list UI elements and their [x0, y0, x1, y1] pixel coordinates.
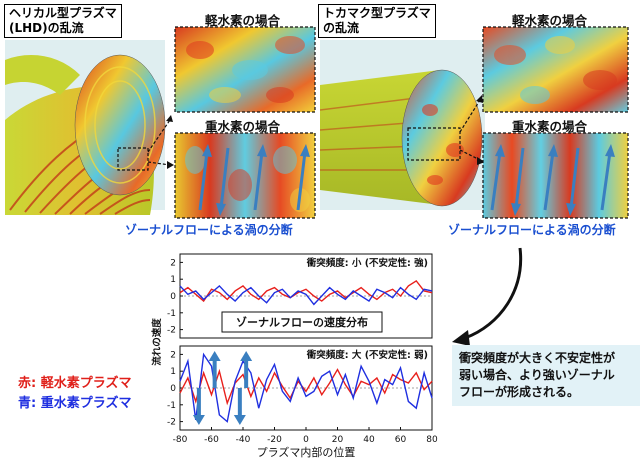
curved-arrow-icon [452, 247, 523, 346]
x-tick-label: 20 [332, 435, 344, 445]
y-tick-label: 1 [170, 367, 176, 377]
right-light-label: 軽水素の場合 [512, 13, 588, 28]
y-tick-label: 2 [170, 258, 176, 268]
left-heavy-label: 重水素の場合 [205, 119, 281, 134]
center-label-box [221, 311, 383, 333]
x-tick-label: 60 [395, 435, 407, 445]
right-panel-title: トカマク型プラズマ の乱流 [318, 4, 436, 38]
y-tick-label: -2 [167, 326, 176, 336]
y-tick-label: -2 [167, 418, 176, 428]
x-tick-label: -20 [267, 435, 282, 445]
deuterium-line [179, 352, 433, 423]
deuterium-line [179, 284, 433, 306]
panel-title: 衝突頻度: 大 (不安定性: 弱) [306, 349, 428, 361]
left-caption: ゾーナルフローによる渦の分断 [125, 223, 293, 237]
x-tick-label: 80 [426, 435, 438, 445]
legend-deuterium: 青: 重水素プラズマ [18, 396, 132, 411]
x-tick-label: 0 [303, 435, 309, 445]
left-light-label: 軽水素の場合 [205, 13, 281, 28]
y-axis-label: 流れの速度 [151, 318, 163, 366]
zonal-arrow-head [233, 414, 246, 425]
velocity-chart: 2 1 0 -1 -2 衝突頻度: 小 (不安定性: 強) 2 1 0 -1 -2 衝突頻度: 大 (… [151, 253, 438, 459]
y-tick-label: 2 [170, 350, 176, 360]
y-tick-label: -1 [167, 309, 176, 319]
zonal-arrow-head [240, 351, 253, 362]
y-tick-label: 0 [170, 384, 176, 394]
zonal-arrow-head [208, 351, 221, 362]
x-tick-label: -40 [236, 435, 251, 445]
left-plasma-image [5, 26, 316, 219]
legend-light-hydrogen: 赤: 軽水素プラズマ [18, 376, 132, 391]
right-caption: ゾーナルフローによる渦の分断 [448, 223, 616, 237]
light-hydrogen-line [179, 279, 433, 303]
y-tick-label: 0 [170, 292, 176, 302]
left-panel-title: ヘリカル型プラズマ (LHD)の乱流 [4, 4, 122, 38]
x-axis-label: プラズマ内部の位置 [257, 445, 356, 459]
x-tick-label: -60 [204, 435, 219, 445]
light-hydrogen-line [179, 368, 433, 406]
panel-title: 衝突頻度: 小 (不安定性: 強) [306, 257, 428, 269]
y-tick-label: 1 [170, 275, 176, 285]
right-heavy-label: 重水素の場合 [512, 119, 588, 134]
x-tick-label: -80 [173, 435, 188, 445]
x-tick-label: 40 [363, 435, 375, 445]
right-plasma-image [320, 26, 629, 219]
zonal-arrow-head [192, 414, 205, 425]
y-tick-label: -1 [167, 401, 176, 411]
center-label: ゾーナルフローの速度分布 [236, 315, 368, 329]
conclusion-note: 衝突頻度が大きく不安定性が 弱い場合、より強いゾーナル フローが形成される。 [452, 345, 640, 406]
